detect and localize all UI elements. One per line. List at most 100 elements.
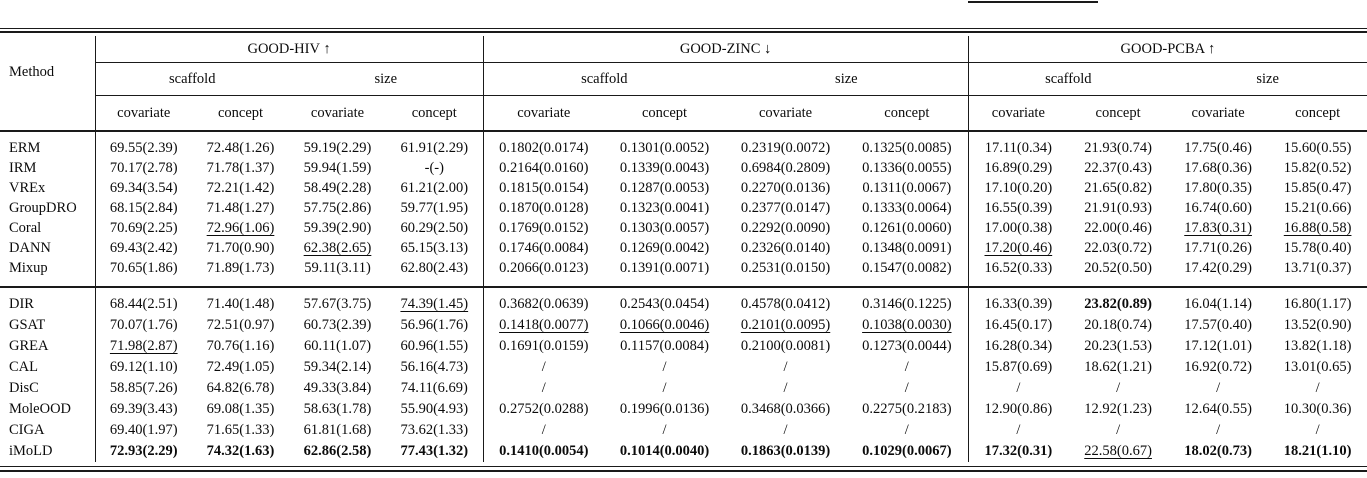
result-cell: 0.1863(0.0139): [740, 443, 831, 460]
result-cell: 16.74(0.60): [1184, 199, 1252, 216]
result-cell: 20.23(1.53): [1084, 338, 1152, 355]
table-row-cal: CAL 69.12(1.10) 72.49(1.05) 59.34(2.14) 56.1…: [0, 357, 1367, 378]
method-label: CAL: [9, 359, 38, 376]
result-cell: 17.75(0.46): [1184, 139, 1252, 156]
result-cell: 77.43(1.32): [400, 443, 469, 460]
result-cell: 0.1311(0.0067): [862, 179, 952, 196]
group-header-good-pcba: GOOD-PCBA ↑: [967, 36, 1367, 63]
result-cell: 56.96(1.76): [400, 317, 469, 334]
result-cell: /: [482, 378, 605, 399]
result-cell: 16.89(0.29): [967, 158, 1069, 178]
table-row-dir: DIR 68.44(2.51) 71.40(1.48) 57.67(3.75) 74.3…: [0, 287, 1367, 315]
result-cell: 0.1323(0.0041): [619, 199, 710, 216]
result-cell: 56.16(4.73): [400, 359, 469, 376]
result-cell: /: [904, 422, 909, 439]
result-cell: 15.78(0.40): [1283, 239, 1352, 256]
result-cell: 0.1348(0.0091): [862, 239, 952, 256]
subheader-zinc-size: size: [725, 62, 969, 96]
result-cell: 71.89(1.73): [192, 258, 289, 288]
result-cell: 17.32(0.31): [967, 441, 1069, 462]
result-cell: 15.82(0.52): [1283, 159, 1352, 176]
result-cell: 22.37(0.43): [1084, 159, 1152, 176]
result-cell: -(-): [424, 159, 444, 176]
result-cell: 18.62(1.21): [1084, 359, 1152, 376]
result-cell: 61.91(2.29): [400, 139, 469, 156]
table-row-dann: DANN 69.43(2.42) 71.70(0.90) 62.38(2.65) 65.…: [0, 238, 1367, 258]
result-cell: 69.08(1.35): [206, 401, 275, 418]
result-cell: 70.76(1.16): [206, 338, 275, 355]
result-cell: 60.29(2.50): [400, 219, 469, 236]
result-cell: 0.1333(0.0064): [862, 199, 952, 216]
result-cell: /: [662, 359, 667, 376]
result-cell: 60.73(2.39): [303, 317, 372, 334]
result-cell: 0.1870(0.0128): [482, 198, 605, 218]
result-cell: /: [662, 422, 667, 439]
table-header: Method GOOD-HIV ↑ GOOD-ZINC ↓ GOOD-PCBA …: [0, 36, 1367, 132]
subheader-hiv-size: size: [289, 62, 484, 96]
result-cell: 72.93(2.29): [94, 441, 192, 462]
result-cell: 59.11(3.11): [289, 258, 386, 288]
result-cell: 64.82(6.78): [206, 380, 275, 397]
result-cell: /: [783, 380, 788, 397]
result-cell: 0.1301(0.0052): [619, 139, 710, 156]
result-cell: /: [967, 378, 1069, 399]
result-cell: 17.57(0.40): [1184, 317, 1252, 334]
result-cell: 71.40(1.48): [206, 296, 275, 313]
result-cell: 17.10(0.20): [967, 178, 1069, 198]
cropped-text-underline: [968, 1, 1098, 3]
result-cell: 65.15(3.13): [400, 239, 469, 256]
result-cell: /: [904, 380, 909, 397]
result-cell: 0.1691(0.0159): [482, 336, 605, 357]
result-cell: 21.91(0.93): [1084, 199, 1152, 216]
table-row-coral: Coral 70.69(2.25) 72.96(1.06) 59.39(2.90) 60…: [0, 218, 1367, 238]
result-cell: 70.17(2.78): [94, 158, 192, 178]
result-cell: /: [904, 359, 909, 376]
result-cell: 17.71(0.26): [1184, 239, 1252, 256]
result-cell: 0.2752(0.0288): [482, 399, 605, 420]
result-cell: 0.2292(0.0090): [740, 219, 831, 236]
result-cell: 71.78(1.37): [206, 159, 275, 176]
result-cell: 55.90(4.93): [400, 401, 469, 418]
result-cell: 70.07(1.76): [94, 315, 192, 336]
result-cell: 68.15(2.84): [94, 198, 192, 218]
result-cell: 71.98(2.87): [94, 336, 192, 357]
result-cell: 17.11(0.34): [967, 131, 1069, 158]
result-cell: 0.1325(0.0085): [862, 139, 952, 156]
result-cell: 74.39(1.45): [400, 296, 469, 313]
result-cell: 72.48(1.26): [206, 139, 275, 156]
col-header-zinc-size-concept: concept: [846, 95, 969, 132]
result-cell: 0.2326(0.0140): [740, 239, 831, 256]
result-cell: 69.12(1.10): [94, 357, 192, 378]
result-cell: 0.3682(0.0639): [482, 287, 605, 315]
result-cell: 69.43(2.42): [94, 238, 192, 258]
result-cell: 60.11(1.07): [303, 338, 372, 355]
table-row-irm: IRM 70.17(2.78) 71.78(1.37) 59.94(1.59) -(-)…: [0, 158, 1367, 178]
result-cell: 0.2531(0.0150): [725, 258, 847, 288]
result-cell: /: [662, 380, 667, 397]
header-row-datasets: Method GOOD-HIV ↑ GOOD-ZINC ↓ GOOD-PCBA …: [0, 36, 1367, 132]
result-cell: 0.1269(0.0042): [619, 239, 710, 256]
result-cell: 57.75(2.86): [303, 199, 372, 216]
result-cell: 58.63(1.78): [303, 401, 372, 418]
result-cell: 61.21(2.00): [400, 179, 469, 196]
result-cell: 0.2066(0.0123): [482, 258, 605, 288]
result-cell: 0.1066(0.0046): [619, 317, 710, 334]
result-cell: /: [482, 357, 605, 378]
result-cell: 13.82(1.18): [1283, 338, 1352, 355]
result-cell: 0.1802(0.0174): [482, 131, 605, 158]
result-cell: 0.1391(0.0071): [604, 258, 726, 288]
result-cell: 0.1261(0.0060): [862, 219, 952, 236]
header-row-split-types: covariate concept covariate concept cova…: [0, 95, 1367, 132]
result-cell: 17.42(0.29): [1168, 258, 1269, 288]
col-header-hiv-scaffold-covariate: covariate: [94, 95, 192, 132]
result-cell: 15.21(0.66): [1283, 199, 1352, 216]
result-cell: 18.21(1.10): [1283, 443, 1352, 460]
subheader-zinc-scaffold: scaffold: [482, 62, 726, 96]
table-top-rule-thick: [0, 31, 1367, 33]
result-cell: 0.1769(0.0152): [482, 218, 605, 238]
result-cell: 62.38(2.65): [303, 239, 372, 256]
group-header-good-hiv: GOOD-HIV ↑: [94, 36, 484, 63]
result-cell: 16.28(0.34): [967, 336, 1069, 357]
col-header-pcba-scaffold-covariate: covariate: [967, 95, 1069, 132]
result-cell: /: [1315, 380, 1320, 397]
